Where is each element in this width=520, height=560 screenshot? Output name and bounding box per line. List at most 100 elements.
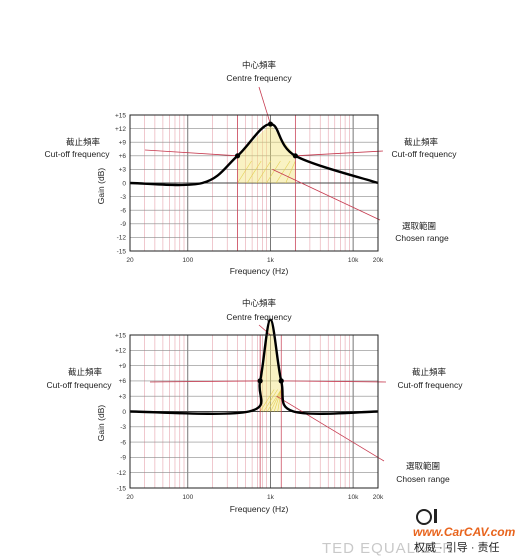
chosen-range-fill xyxy=(237,124,296,183)
range-hatch-line xyxy=(285,160,296,184)
eq-curve xyxy=(129,318,379,415)
cutoff-right-label-cn: 截止頻率 xyxy=(404,137,439,147)
cutoff-right-pointer xyxy=(281,380,387,383)
y-tick-label: +15 xyxy=(115,112,126,119)
plot-frame xyxy=(129,334,379,489)
range-hatch-line xyxy=(277,389,282,412)
curve-point xyxy=(267,121,274,127)
range-hatch-line xyxy=(275,160,291,184)
eq-panel-narrow: +15+12+9+6+30-3-6-9-12-15 20 100 1k 10k 20k … xyxy=(46,298,463,514)
x-tick-label: 10k xyxy=(348,257,359,264)
cutoff-left-label-cn: 截止頻率 xyxy=(66,137,101,147)
y-tick-label: -15 xyxy=(117,248,127,255)
range-hatch-line xyxy=(273,389,282,412)
y-tick-label: +6 xyxy=(119,378,127,385)
logo-slogan-text: 权威 · 引导 · 责任 xyxy=(414,540,500,554)
y-tick-label: +15 xyxy=(115,332,126,339)
site-logo: www.CarCAV.com 权威 · 引导 · 责任 xyxy=(413,509,516,554)
cutoff-left-pointer xyxy=(149,380,261,383)
watermark-text: TED EQUALIZER xyxy=(322,540,454,557)
x-tick-labels: 20 100 1k 10k 20k xyxy=(126,257,384,264)
y-tick-label: -6 xyxy=(120,208,126,215)
y-tick-label: -3 xyxy=(120,424,126,431)
x-tick-label: 1k xyxy=(267,257,275,264)
y-tick-labels: +15 +12 +9 +6 +3 0 -3 -6 -9 -12 -15 xyxy=(115,112,126,255)
range-hatch-line xyxy=(246,160,262,184)
x-tick-label: 20 xyxy=(126,257,134,264)
curve-points xyxy=(257,378,284,384)
chosen-range-area xyxy=(259,319,282,488)
range-hatch-line xyxy=(263,389,278,412)
y-tick-labels: +15 +12 +9 +6 +3 0 -3 -6 -9 -12 -15 xyxy=(115,332,126,492)
x-axis-label: Frequency (Hz) xyxy=(230,266,289,276)
plot-frame xyxy=(129,114,379,252)
cutoff-right-label-en: Cut-off frequency xyxy=(391,149,457,159)
annotation-lines xyxy=(144,86,384,221)
range-hatch-line xyxy=(256,160,272,184)
x-axis-label: Frequency (Hz) xyxy=(230,504,289,514)
annotation-lines xyxy=(149,324,387,462)
cutoff-right-label-cn: 截止頻率 xyxy=(412,367,447,377)
cutoff-left-label-en: Cut-off frequency xyxy=(44,149,110,159)
y-tick-label: +9 xyxy=(119,140,127,147)
range-hatch-line xyxy=(270,389,282,412)
x-tick-label: 20k xyxy=(373,257,384,264)
y-tick-label: -15 xyxy=(117,485,127,492)
y-tick-label: +3 xyxy=(119,167,127,174)
curve-points xyxy=(234,121,298,159)
y-tick-label: -9 xyxy=(120,221,126,228)
x-tick-label: 20 xyxy=(126,494,134,501)
logo-mark-bar xyxy=(434,509,437,523)
curve-point xyxy=(257,378,263,384)
x-tick-label: 100 xyxy=(182,494,193,501)
cutoff-right-pointer xyxy=(295,150,384,157)
chosen-range-label-cn: 選取範圍 xyxy=(402,221,436,231)
eq-panel-wide: +15+12+9+6+30-3-6-9-12-15 20 100 1k 10k 20k … xyxy=(44,60,457,276)
centre-frequency-label-en: Centre frequency xyxy=(226,312,292,322)
y-tick-label: +6 xyxy=(119,153,127,160)
grid xyxy=(129,334,379,489)
y-tick-label: -9 xyxy=(120,455,126,462)
y-tick-label: +12 xyxy=(115,126,126,133)
y-axis-label: Gain (dB) xyxy=(96,405,106,442)
y-tick-label: +3 xyxy=(119,394,127,401)
centre-pointer xyxy=(258,324,271,336)
chosen-range-label-en: Chosen range xyxy=(395,233,449,243)
range-hatch-line xyxy=(266,160,281,184)
y-tick-label: -6 xyxy=(120,439,126,446)
centre-frequency-label-en: Centre frequency xyxy=(226,73,292,83)
x-tick-label: 1k xyxy=(267,494,275,501)
range-hatch-line xyxy=(266,389,282,412)
y-tick-label: 0 xyxy=(122,409,126,416)
cutoff-left-label-cn: 截止頻率 xyxy=(68,367,103,377)
y-tick-label: 0 xyxy=(122,180,126,187)
x-tick-label: 10k xyxy=(348,494,359,501)
cutoff-left-label-en: Cut-off frequency xyxy=(46,380,112,390)
range-hatch-line xyxy=(259,389,275,412)
eq-curve xyxy=(129,122,379,187)
centre-frequency-label-cn: 中心頻率 xyxy=(242,298,277,308)
chosen-range-pointer xyxy=(272,169,381,221)
logo-mark-icon xyxy=(416,509,432,525)
cutoff-right-label-en: Cut-off frequency xyxy=(397,380,463,390)
cutoff-left-pointer xyxy=(144,149,238,157)
y-tick-label: +12 xyxy=(115,348,126,355)
x-tick-labels: 20 100 1k 10k 20k xyxy=(126,494,384,501)
y-tick-label: -3 xyxy=(120,194,126,201)
chosen-range-label-en: Chosen range xyxy=(396,474,450,484)
chosen-range-fill xyxy=(260,319,282,412)
y-axis-label: Gain (dB) xyxy=(96,168,106,205)
range-hatch-line xyxy=(237,160,252,184)
y-tick-label: -12 xyxy=(117,470,127,477)
curve-point xyxy=(234,153,241,159)
chosen-range-label-cn: 選取範圍 xyxy=(406,461,440,471)
curve-point xyxy=(292,153,298,159)
chosen-range-pointer xyxy=(276,395,385,462)
y-tick-label: +9 xyxy=(119,363,127,370)
y-tick-label: -12 xyxy=(117,235,127,242)
centre-pointer xyxy=(258,86,271,125)
logo-site-text: www.CarCAV.com xyxy=(413,525,516,539)
curve-point xyxy=(278,378,284,384)
centre-frequency-label-cn: 中心頻率 xyxy=(242,60,277,70)
